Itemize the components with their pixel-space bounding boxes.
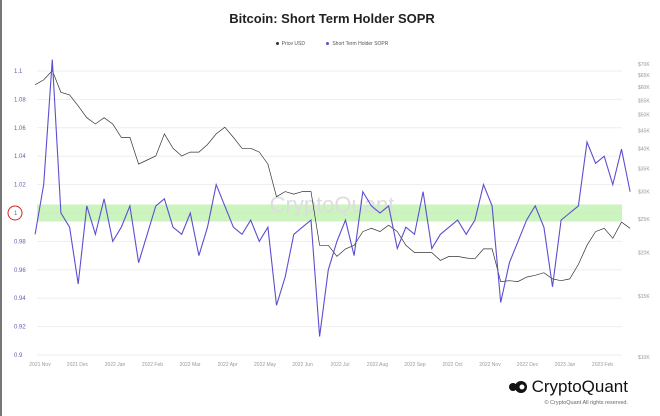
right-tick-label: $20K (638, 251, 650, 257)
right-tick-label: $60K (638, 85, 650, 91)
left-tick-label: 1.06 (14, 126, 26, 132)
right-tick-label: $40K (638, 146, 650, 152)
left-tick-label: 1.02 (14, 183, 26, 189)
x-tick-label: 2022 Mar (179, 362, 200, 368)
left-tick-label: 0.94 (14, 296, 26, 302)
x-tick-label: 2022 Apr (217, 362, 237, 368)
right-tick-label: $10K (638, 355, 650, 361)
x-tick-label: 2023 Jan (555, 362, 576, 368)
x-tick-label: 2022 Sep (404, 362, 426, 368)
legend: Price USD Short Term Holder SOPR (2, 41, 660, 47)
legend-price-dot-icon (275, 42, 279, 46)
brand-logo: CryptoQuant (508, 377, 628, 397)
right-tick-label: $15K (638, 294, 650, 300)
left-tick-label: 0.92 (14, 325, 26, 331)
left-tick-label: 1 (14, 211, 18, 217)
left-tick-label: 1.08 (14, 97, 26, 103)
watermark: CryptoQuant (270, 192, 395, 217)
right-tick-label: $50K (638, 113, 650, 119)
sopr-line (34, 59, 631, 337)
x-tick-label: 2022 May (254, 362, 276, 368)
highlight-circle (7, 205, 23, 221)
left-tick-label: 0.9 (14, 353, 23, 359)
legend-sopr-dot-icon (326, 42, 330, 46)
right-tick-label: $65K (638, 73, 650, 79)
brand-name: CryptoQuant (531, 377, 628, 396)
x-tick-label: 2023 Feb (592, 362, 613, 368)
x-tick-label: 2022 Jan (105, 362, 126, 368)
right-tick-label: $35K (638, 166, 650, 172)
right-tick-label: $25K (638, 217, 650, 223)
left-tick-label: 1.04 (14, 154, 26, 160)
right-tick-label: $45K (638, 129, 650, 135)
x-tick-label: 2022 Jul (331, 362, 350, 368)
legend-item-sopr[interactable]: Short Term Holder SOPR (326, 41, 388, 47)
copyright: © CryptoQuant All rights reserved. (544, 400, 628, 406)
price-line (34, 69, 631, 282)
legend-price-label: Price USD (281, 41, 305, 47)
right-tick-label: $30K (638, 190, 650, 196)
left-tick-label: 0.98 (14, 239, 26, 245)
legend-sopr-label: Short Term Holder SOPR (332, 41, 389, 47)
x-tick-label: 2022 Dec (517, 362, 539, 368)
x-tick-label: 2022 Aug (367, 362, 388, 368)
cryptoquant-logo-icon (508, 381, 527, 393)
x-tick-label: 2022 Feb (142, 362, 163, 368)
x-tick-label: 2022 Jun (292, 362, 313, 368)
x-tick-label: 2022 Nov (479, 362, 501, 368)
x-tick-label: 2021 Dec (67, 362, 89, 368)
left-tick-label: 1.1 (14, 69, 23, 75)
legend-item-price[interactable]: Price USD (275, 41, 305, 47)
chart-title: Bitcoin: Short Term Holder SOPR (229, 11, 435, 26)
right-tick-label: $55K (638, 98, 650, 104)
left-tick-label: 0.96 (14, 268, 26, 274)
right-tick-label: $70K (638, 62, 650, 68)
x-tick-label: 2022 Oct (442, 362, 463, 368)
x-tick-label: 2021 Nov (29, 362, 51, 368)
